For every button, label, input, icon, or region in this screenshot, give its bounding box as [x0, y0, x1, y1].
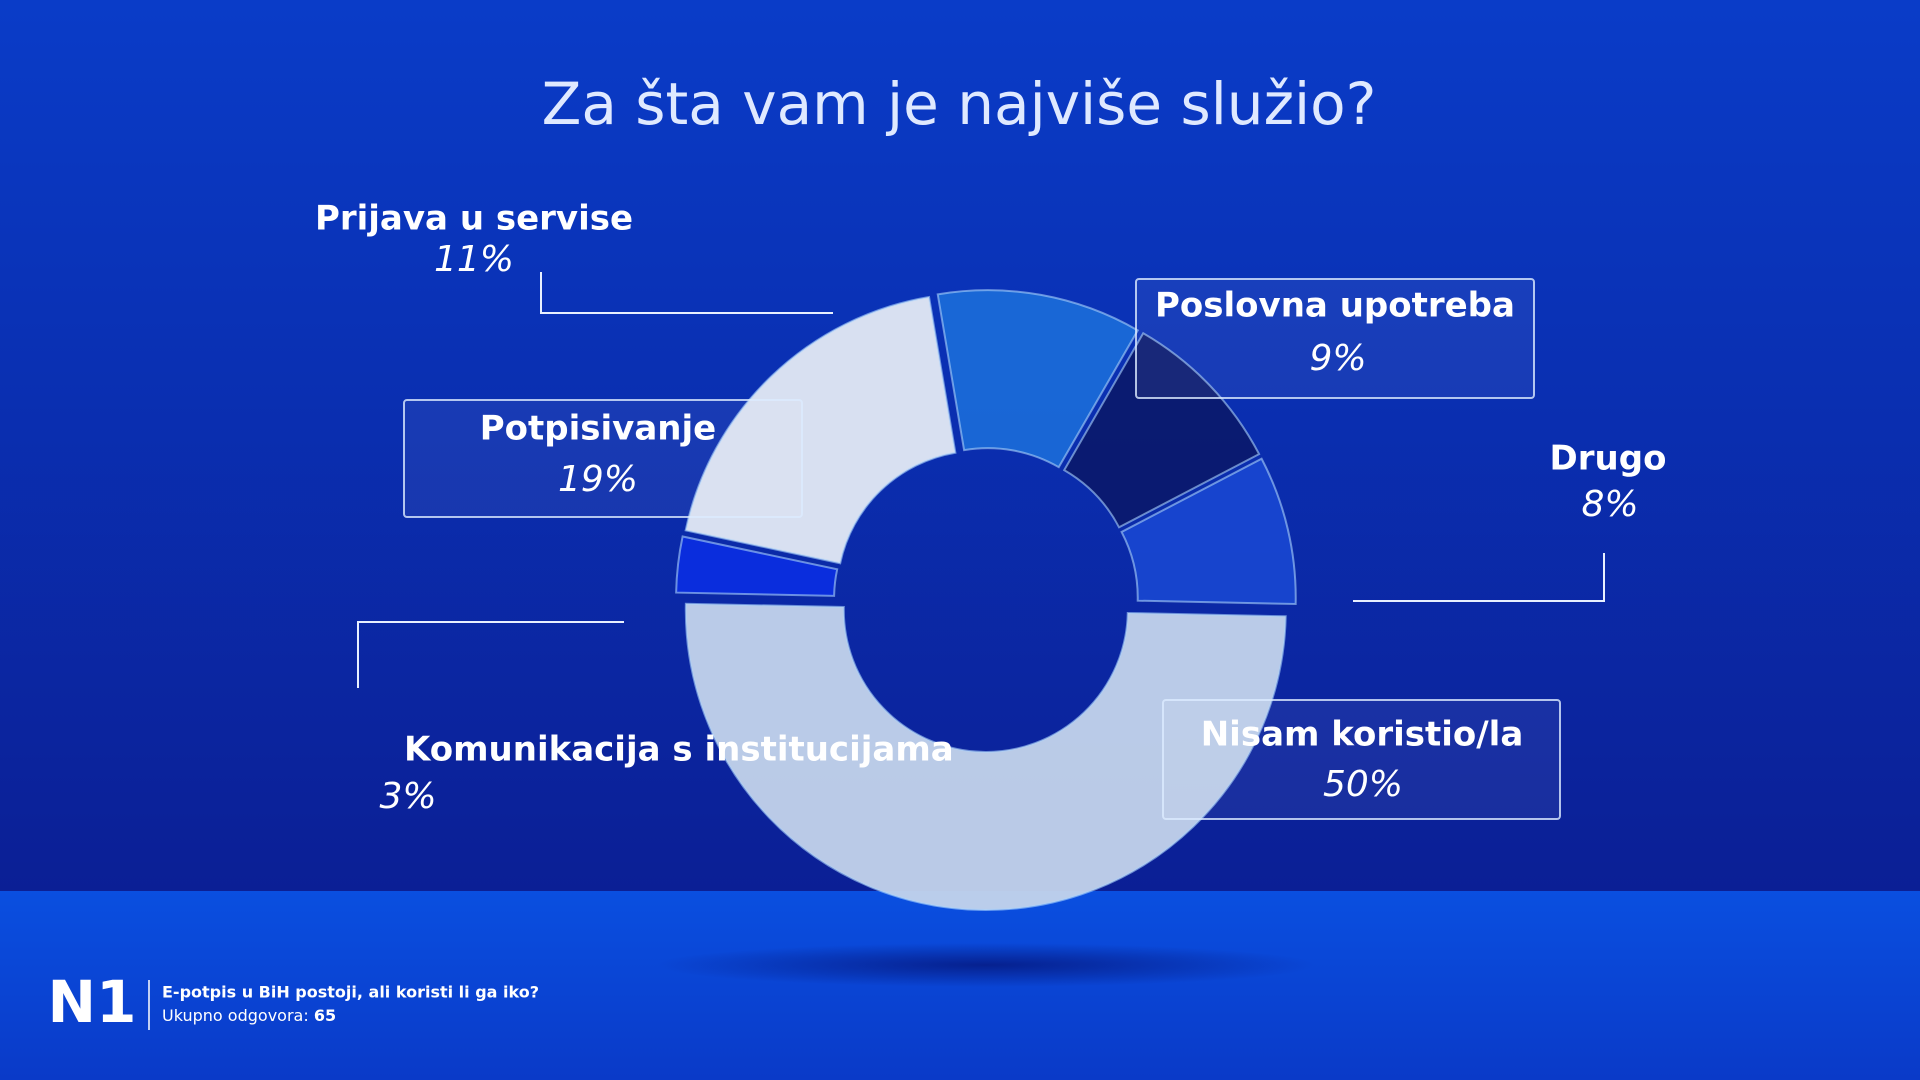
count-value: 65: [314, 1006, 336, 1025]
slice-value: 3%: [379, 776, 436, 817]
slice-name: Drugo: [1550, 439, 1667, 479]
count-label: Ukupno odgovora:: [162, 1006, 309, 1025]
pie-shadow: [656, 943, 1316, 987]
slice-name: Nisam koristio/la: [1201, 715, 1524, 755]
leader-line: [357, 621, 624, 688]
pie-slice: [936, 289, 1140, 469]
logo: N1: [48, 968, 137, 1036]
background: [0, 0, 1920, 891]
slice-value: 50%: [1323, 764, 1403, 805]
pie-slice: [684, 295, 957, 565]
footer-count: Ukupno odgovora: 65: [162, 1006, 336, 1025]
label-box: [1162, 699, 1561, 820]
slice-name: Komunikacija s institucijama: [404, 730, 954, 770]
pie-slice: [686, 604, 1286, 910]
slice-name: Poslovna upotreba: [1155, 286, 1515, 326]
pie-slice: [1062, 331, 1261, 529]
slice-value: 9%: [1309, 338, 1366, 379]
label-box: [403, 399, 803, 518]
slice-value: 8%: [1581, 484, 1638, 525]
labels: Poslovna upotreba 9% Drugo 8% Nisam koristio…: [315, 199, 1667, 820]
slice-name: Potpisivanje: [480, 409, 716, 449]
pie: [675, 289, 1297, 910]
slice-name: Prijava u servise: [315, 199, 633, 239]
pie-slice: [675, 535, 839, 597]
footer-headline: E-potpis u BiH postoji, ali koristi li g…: [162, 983, 539, 1002]
leader-line: [1353, 553, 1605, 602]
slice-value: 19%: [558, 459, 638, 500]
leader-line: [540, 272, 833, 314]
footer: N1 E-potpis u BiH postoji, ali koristi l…: [48, 968, 539, 1036]
slice-value: 11%: [434, 239, 514, 280]
label-box: [1135, 278, 1535, 399]
pie-slice: [1120, 457, 1297, 606]
chart-title: Za šta vam je najviše služio?: [542, 70, 1377, 138]
